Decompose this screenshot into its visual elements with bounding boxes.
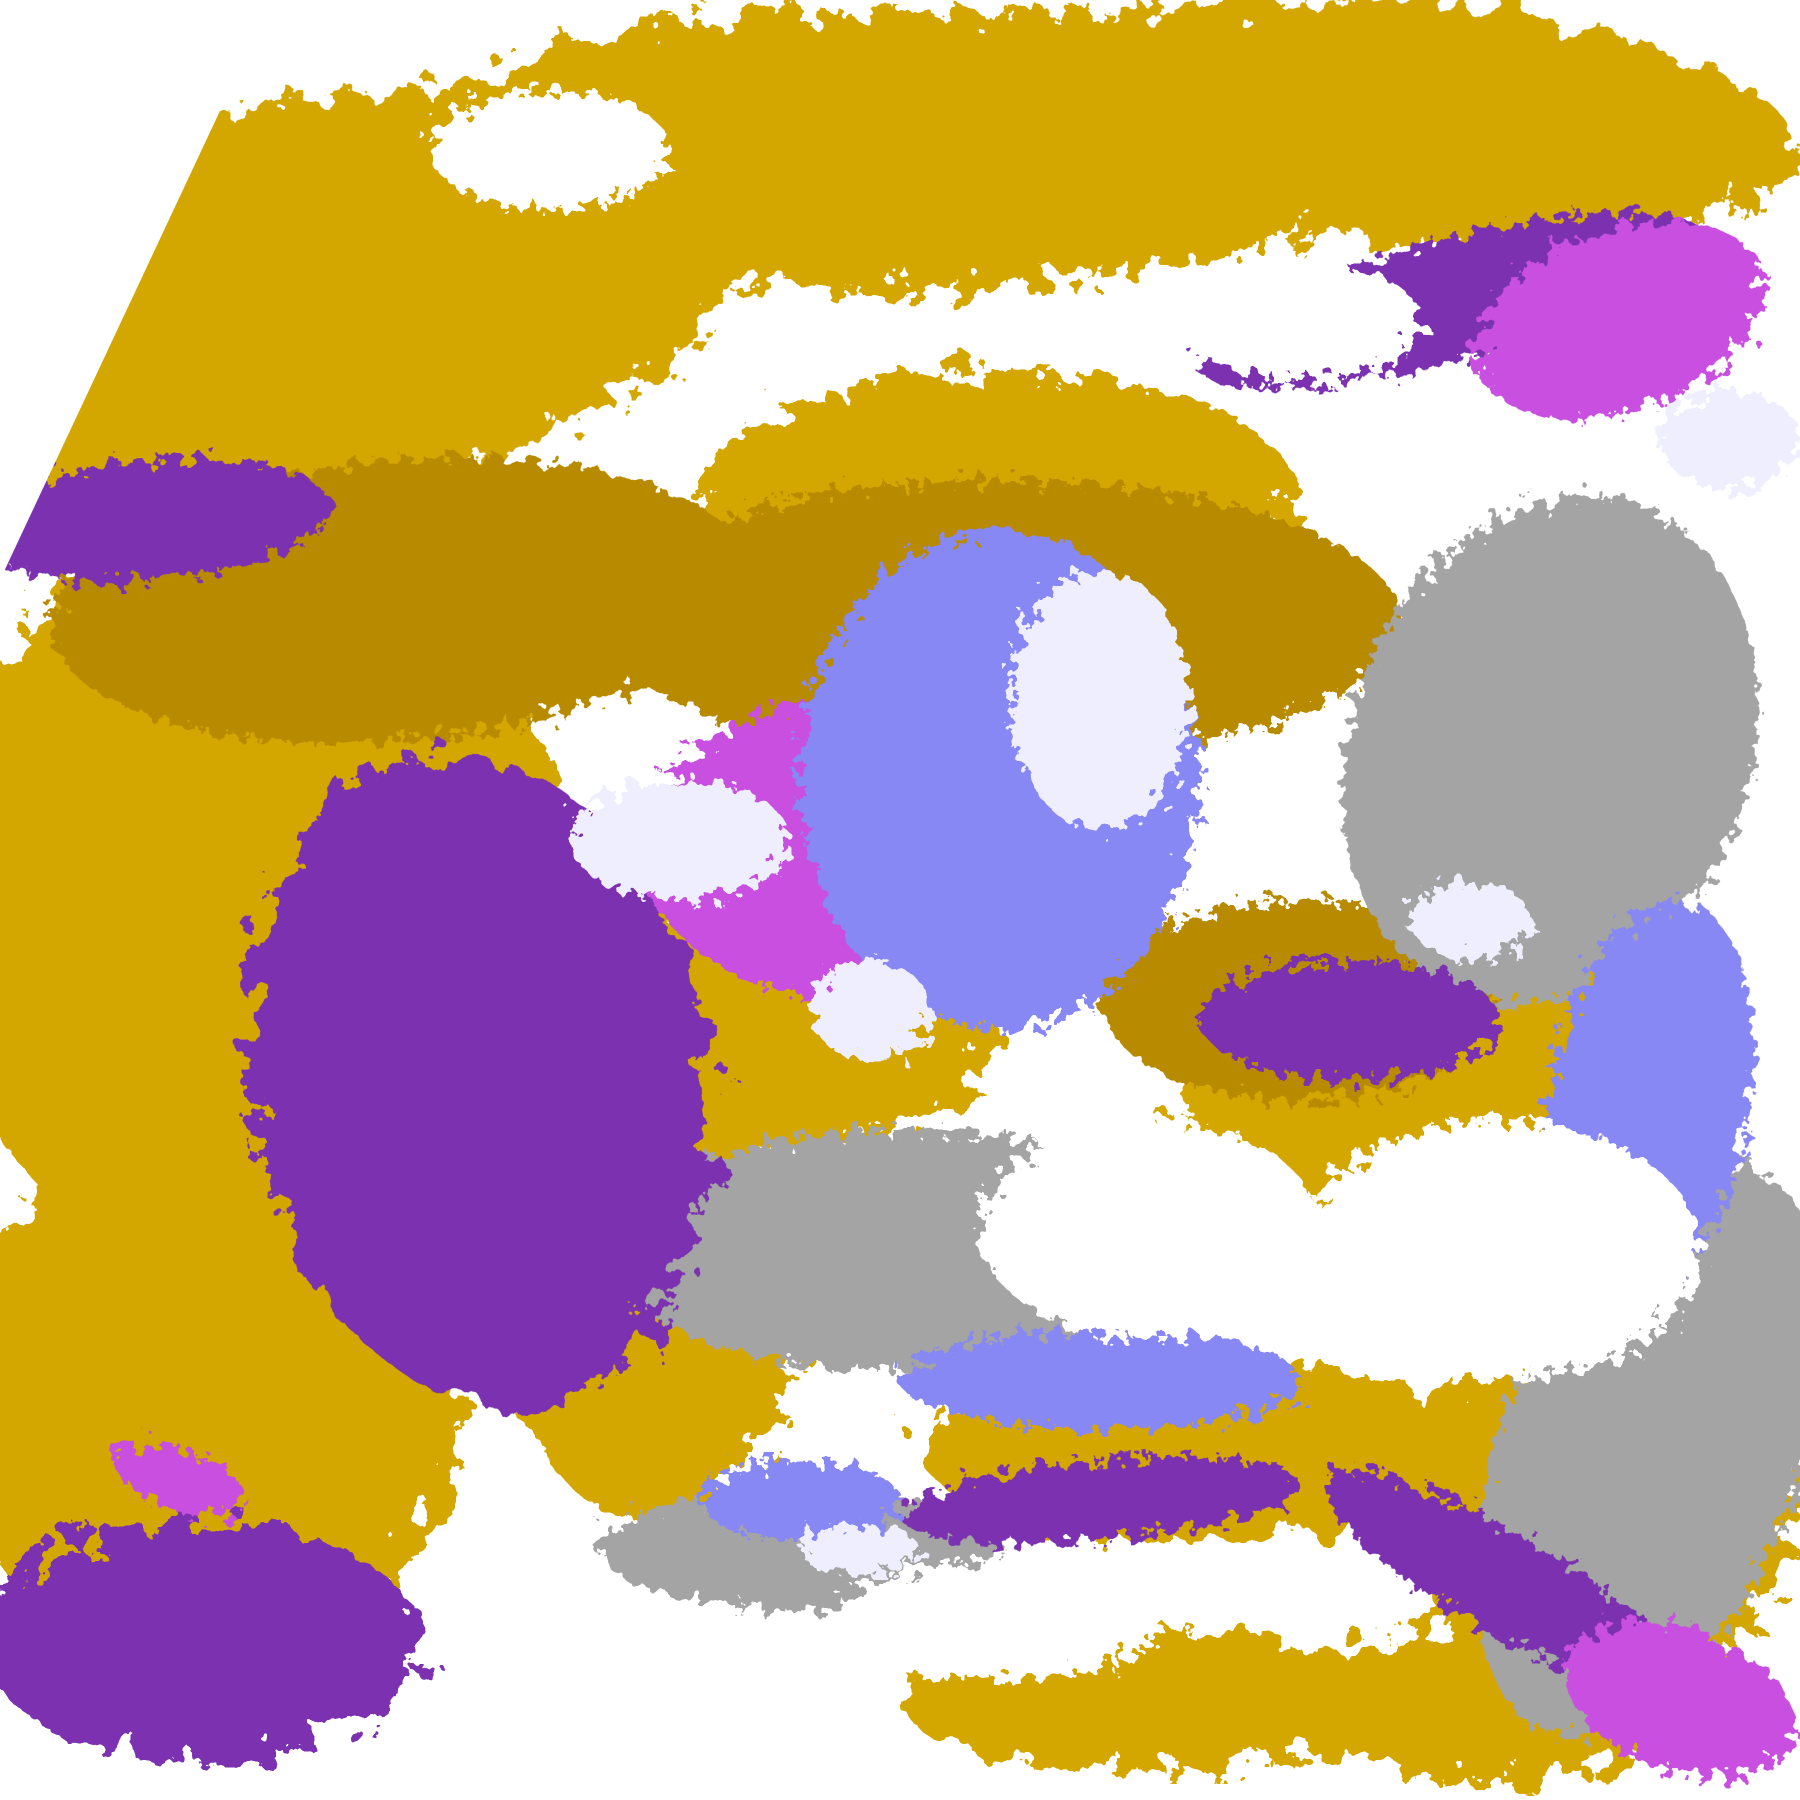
clear-sky-region	[980, 1120, 1320, 1340]
no-data-corner	[0, 0, 272, 580]
clear-sky-region	[1180, 260, 1420, 380]
gold-cloud-region	[1001, 0, 1799, 245]
clear-sky-region	[630, 1600, 770, 1800]
clear-sky-region	[840, 1560, 1160, 1680]
purple-region	[0, 458, 330, 582]
purple-region	[1200, 960, 1500, 1080]
magenta-region	[1564, 1622, 1796, 1778]
clear-sky-region	[1300, 1120, 1700, 1380]
magenta-region	[113, 1443, 247, 1517]
lavender-core	[1410, 880, 1530, 960]
purple-region	[900, 1456, 1300, 1544]
purple-region	[1325, 1471, 1675, 1689]
magenta-region	[1475, 221, 1765, 419]
lavender-core	[800, 1525, 920, 1575]
gray-cloud-region	[1342, 496, 1758, 1004]
purple-region	[246, 752, 714, 1408]
periwinkle-region	[700, 1460, 900, 1540]
lavender-core	[570, 780, 790, 900]
periwinkle-region	[900, 1330, 1300, 1430]
lavender-core	[1660, 390, 1800, 490]
clear-sky-region	[430, 90, 670, 210]
lavender-core	[1010, 570, 1190, 830]
lavender-core	[810, 960, 930, 1060]
purple-region	[0, 1520, 420, 1760]
